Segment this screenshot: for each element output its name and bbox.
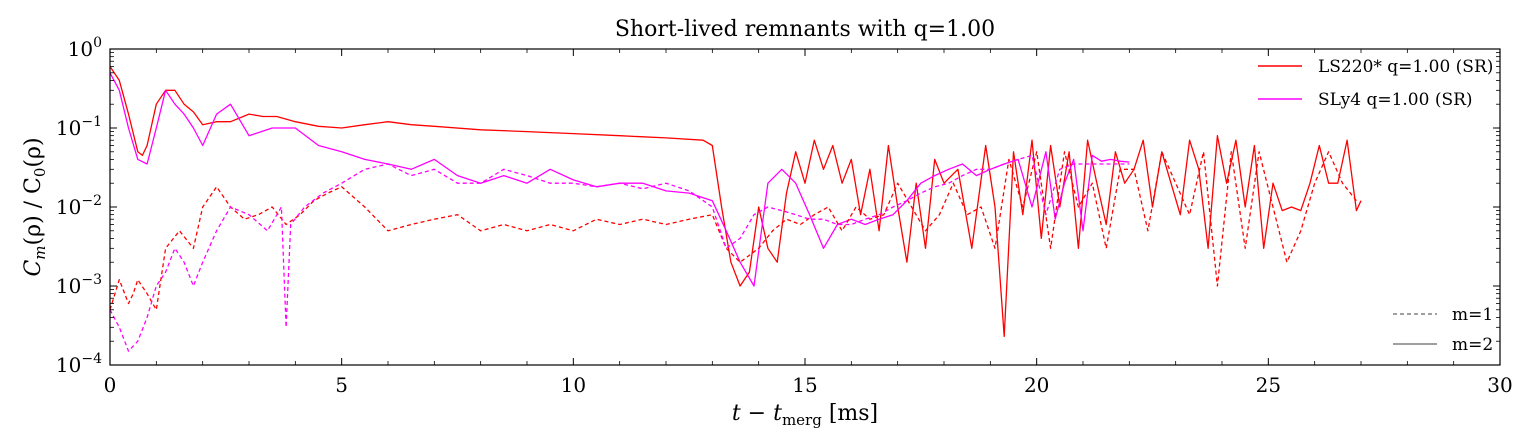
chart-title: Short-lived remnants with q=1.00 (615, 17, 995, 42)
series-line-3 (109, 154, 1130, 352)
y-tick-label: 10−1 (56, 114, 102, 140)
legend-label-m1: m=1 (1452, 305, 1493, 325)
legend-label-sly4: SLy4 q=1.00 (SR) (1318, 90, 1473, 110)
y-axis-label: Cm(ρ) / C0(ρ) (21, 137, 49, 276)
y-axis-label-part-3: 0 (31, 168, 49, 178)
y-axis-label-part-1: m (31, 245, 49, 259)
x-tick-label: 10 (561, 373, 586, 397)
legend-label-ls220: LS220* q=1.00 (SR) (1318, 57, 1493, 77)
x-axis-label-main: t − t (732, 401, 782, 426)
x-tick-label: 30 (1487, 373, 1512, 397)
legend-label-m2: m=2 (1452, 335, 1493, 355)
y-axis-label-part-4: (ρ) (21, 137, 46, 167)
y-axis-label-part-0: C (21, 260, 46, 277)
y-tick-label: 10−3 (56, 272, 102, 298)
y-tick-label: 10−4 (56, 351, 102, 377)
x-axis-ticks: 0 5 10 15 20 25 30 (104, 49, 1513, 397)
x-tick-label: 20 (1024, 373, 1049, 397)
series-line-0 (109, 66, 1362, 338)
x-tick-label: 15 (792, 373, 817, 397)
x-tick-label: 5 (335, 373, 348, 397)
series-line-1 (109, 72, 1130, 287)
legend-bottom: m=1 m=2 (1393, 305, 1493, 355)
y-tick-label: 100 (68, 35, 102, 61)
x-tick-label: 25 (1256, 373, 1281, 397)
series-layer (109, 66, 1362, 352)
x-tick-label: 0 (104, 373, 117, 397)
y-axis-ticks: 10−4 10−3 10−2 10−1 100 (56, 35, 1500, 377)
y-axis-label-part-2: (ρ) / C (21, 177, 46, 245)
y-tick-label: 10−2 (56, 193, 102, 219)
x-axis-label-sub: merg (782, 411, 822, 429)
legend-top: LS220* q=1.00 (SR) SLy4 q=1.00 (SR) (1258, 57, 1493, 110)
x-axis-label-unit: [ms] (822, 401, 878, 426)
series-line-2 (109, 151, 1357, 311)
x-axis-label: t − tmerg [ms] (732, 401, 878, 429)
